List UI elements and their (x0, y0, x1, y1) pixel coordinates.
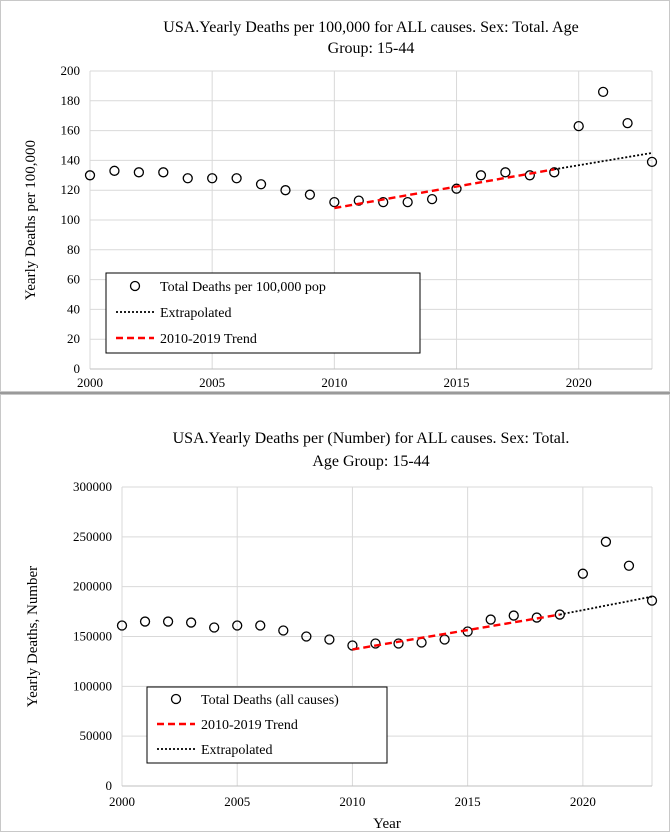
extrapolated-line (554, 152, 653, 171)
legend-marker (170, 693, 182, 705)
data-point (475, 170, 487, 181)
y-tick-label: 80 (67, 242, 80, 257)
data-point (426, 193, 438, 205)
y-axis-label: Yearly Deaths per 100,000 (23, 140, 39, 300)
legend-label: Extrapolated (160, 306, 232, 321)
legend-label: Total Deaths (all causes) (201, 693, 339, 708)
data-point (378, 196, 389, 208)
data-point (231, 173, 242, 184)
legend-label: Total Deaths per 100,000 pop (160, 280, 326, 295)
chart-bottom-svg: USA.Yearly Deaths per (Number) for ALL c… (25, 430, 658, 832)
data-point (255, 620, 266, 631)
data-point (109, 165, 120, 176)
y-tick-label: 40 (67, 301, 80, 316)
y-axis-label: Yearly Deaths, Number (25, 566, 41, 707)
data-point (182, 173, 193, 184)
y-tick-label: 50000 (80, 728, 113, 743)
data-point (84, 170, 96, 181)
data-point (162, 616, 174, 627)
data-point (393, 638, 404, 649)
data-point (207, 173, 218, 184)
data-point (623, 560, 635, 571)
chart-panel-bottom: USA.Yearly Deaths per (Number) for ALL c… (0, 394, 670, 832)
chart-title: Age Group: 15-44 (312, 453, 429, 470)
y-tick-label: 160 (61, 123, 81, 138)
x-tick-label: 2005 (199, 375, 225, 390)
data-point (304, 189, 316, 200)
x-tick-label: 2015 (444, 375, 470, 390)
x-tick-label: 2020 (566, 375, 592, 390)
x-tick-label: 2020 (570, 794, 596, 809)
panel-divider (0, 392, 670, 394)
data-point (329, 196, 340, 208)
data-point (485, 614, 496, 625)
trend-line (334, 168, 555, 210)
chart-title: USA.Yearly Deaths per 100,000 for ALL ca… (163, 19, 578, 36)
legend-marker (129, 280, 141, 292)
data-point (646, 595, 658, 606)
data-point (347, 640, 358, 651)
data-point (158, 167, 169, 178)
data-point (185, 617, 197, 628)
y-tick-label: 180 (61, 93, 81, 108)
data-point (370, 638, 381, 649)
data-point (597, 86, 609, 98)
extrapolated-line (559, 595, 653, 616)
x-axis-label: Year (373, 816, 401, 832)
data-point (402, 196, 413, 208)
chart-panel-top: USA.Yearly Deaths per 100,000 for ALL ca… (0, 0, 670, 416)
data-point (353, 195, 364, 206)
data-point (209, 622, 220, 633)
x-tick-label: 2015 (455, 794, 481, 809)
x-tick-label: 2010 (321, 375, 347, 390)
data-point (646, 156, 658, 168)
x-tick-label: 2005 (224, 794, 250, 809)
legend-box (146, 686, 388, 764)
data-point (600, 536, 612, 547)
y-tick-label: 0 (74, 361, 81, 376)
data-point (508, 610, 519, 621)
y-tick-label: 60 (67, 272, 80, 287)
data-point (549, 167, 560, 178)
y-tick-label: 140 (61, 152, 81, 167)
y-tick-label: 100 (61, 212, 81, 227)
data-point (500, 167, 511, 178)
data-point (573, 120, 584, 132)
data-point (622, 118, 633, 129)
data-point (301, 631, 312, 642)
chart-top-svg: USA.Yearly Deaths per 100,000 for ALL ca… (23, 19, 658, 416)
data-point (255, 179, 267, 190)
data-point (280, 185, 291, 196)
data-point (577, 568, 589, 579)
y-tick-label: 0 (106, 778, 113, 793)
y-tick-label: 120 (61, 182, 81, 197)
x-tick-label: 2000 (77, 375, 103, 390)
y-tick-label: 20 (67, 331, 80, 346)
data-point (324, 634, 335, 645)
y-tick-label: 200000 (73, 579, 112, 594)
y-tick-label: 200 (61, 63, 81, 78)
data-point (116, 620, 128, 631)
y-tick-label: 100000 (73, 678, 112, 693)
data-point (451, 183, 462, 194)
y-tick-label: 300000 (73, 479, 112, 494)
x-tick-label: 2010 (339, 794, 365, 809)
y-tick-label: 250000 (73, 529, 112, 544)
chart-title: Group: 15-44 (328, 40, 415, 57)
data-point (278, 625, 289, 636)
legend-label: 2010-2019 Trend (160, 332, 257, 347)
y-tick-label: 150000 (73, 629, 112, 644)
x-tick-label: 2000 (109, 794, 135, 809)
data-point (133, 167, 145, 178)
data-point (232, 620, 243, 631)
legend-label: 2010-2019 Trend (201, 718, 298, 733)
chart-title: USA.Yearly Deaths per (Number) for ALL c… (173, 430, 570, 447)
data-point (139, 616, 151, 627)
legend-box (105, 272, 421, 354)
trend-line (352, 613, 561, 651)
legend-label: Extrapolated (201, 743, 273, 758)
